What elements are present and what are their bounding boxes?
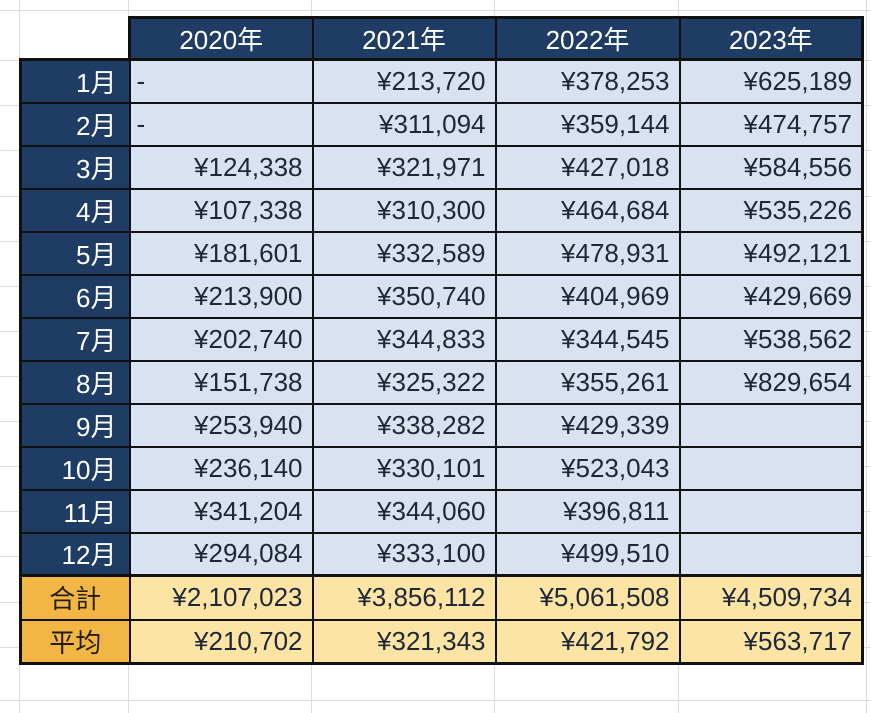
data-cell[interactable]: ¥253,940 [128,402,314,448]
data-cell[interactable]: ¥404,969 [494,273,681,319]
data-cell[interactable]: ¥625,189 [678,58,864,104]
month-row: 12月 ¥294,084 ¥333,100 ¥499,510 [19,531,864,577]
month-header-cell[interactable]: 12月 [19,531,131,577]
data-cell[interactable]: ¥213,900 [128,273,314,319]
month-header-cell[interactable]: 3月 [19,144,131,190]
data-cell[interactable]: ¥202,740 [128,316,314,362]
summary-value-cell[interactable]: ¥3,856,112 [311,574,497,621]
summary-value-cell[interactable]: ¥210,702 [128,618,314,665]
data-cell[interactable]: ¥359,144 [494,101,681,147]
data-cell[interactable]: ¥311,094 [311,101,497,147]
data-cell[interactable]: ¥321,971 [311,144,497,190]
month-header-cell[interactable]: 5月 [19,230,131,276]
data-cell[interactable]: ¥330,101 [311,445,497,491]
month-header-cell[interactable]: 4月 [19,187,131,233]
month-header-cell[interactable]: 6月 [19,273,131,319]
gridline-vertical [866,0,867,713]
summary-label-cell[interactable]: 合計 [19,574,131,621]
data-cell[interactable]: ¥535,226 [678,187,864,233]
data-cell[interactable]: ¥499,510 [494,531,681,577]
month-row: 2月 - ¥311,094 ¥359,144 ¥474,757 [19,101,864,147]
data-cell[interactable]: ¥213,720 [311,58,497,104]
data-cell[interactable]: ¥181,601 [128,230,314,276]
data-cell[interactable]: ¥378,253 [494,58,681,104]
month-row: 11月 ¥341,204 ¥344,060 ¥396,811 [19,488,864,534]
month-header-cell[interactable]: 7月 [19,316,131,362]
data-cell[interactable]: ¥344,833 [311,316,497,362]
data-cell[interactable]: ¥338,282 [311,402,497,448]
data-cell[interactable]: ¥464,684 [494,187,681,233]
summary-value-cell[interactable]: ¥563,717 [678,618,864,665]
data-cell[interactable]: ¥236,140 [128,445,314,491]
summary-value-cell[interactable]: ¥421,792 [494,618,681,665]
data-cell[interactable]: ¥829,654 [678,359,864,405]
month-header-cell[interactable]: 1月 [19,58,131,104]
data-cell[interactable]: ¥584,556 [678,144,864,190]
data-cell[interactable]: ¥344,545 [494,316,681,362]
summary-row: 平均 ¥210,702 ¥321,343 ¥421,792 ¥563,717 [19,618,864,665]
data-cell[interactable]: ¥492,121 [678,230,864,276]
month-row: 5月 ¥181,601 ¥332,589 ¥478,931 ¥492,121 [19,230,864,276]
month-header-cell[interactable]: 10月 [19,445,131,491]
year-header-cell[interactable]: 2022年 [494,16,681,61]
month-row: 3月 ¥124,338 ¥321,971 ¥427,018 ¥584,556 [19,144,864,190]
data-cell[interactable]: ¥333,100 [311,531,497,577]
summary-value-cell[interactable]: ¥2,107,023 [128,574,314,621]
summary-value-cell[interactable]: ¥321,343 [311,618,497,665]
month-header-cell[interactable]: 2月 [19,101,131,147]
data-cell[interactable]: ¥474,757 [678,101,864,147]
summary-value-cell[interactable]: ¥4,509,734 [678,574,864,621]
revenue-table: 2020年 2021年 2022年 2023年 1月 - ¥213,720 ¥378,… [19,16,864,665]
corner-blank-cell [21,18,130,60]
data-cell[interactable]: ¥107,338 [128,187,314,233]
data-cell[interactable]: ¥427,018 [494,144,681,190]
data-cell[interactable]: ¥332,589 [311,230,497,276]
month-row: 9月 ¥253,940 ¥338,282 ¥429,339 [19,402,864,448]
month-row: 10月 ¥236,140 ¥330,101 ¥523,043 [19,445,864,491]
data-cell[interactable]: ¥355,261 [494,359,681,405]
month-header-cell[interactable]: 8月 [19,359,131,405]
month-row: 1月 - ¥213,720 ¥378,253 ¥625,189 [19,58,864,104]
gridline-horizontal [0,700,871,701]
month-header-cell[interactable]: 9月 [19,402,131,448]
data-cell[interactable] [678,531,864,577]
data-cell[interactable]: ¥151,738 [128,359,314,405]
year-header-cell[interactable]: 2023年 [678,16,864,61]
year-header-cell[interactable]: 2021年 [311,16,497,61]
data-cell[interactable] [678,402,864,448]
month-header-cell[interactable]: 11月 [19,488,131,534]
data-cell[interactable]: ¥396,811 [494,488,681,534]
data-cell[interactable]: ¥478,931 [494,230,681,276]
data-cell[interactable] [678,445,864,491]
gridline-horizontal [0,10,871,11]
data-cell[interactable]: ¥124,338 [128,144,314,190]
data-cell[interactable]: ¥310,300 [311,187,497,233]
data-cell[interactable]: ¥341,204 [128,488,314,534]
year-header-cell[interactable]: 2020年 [128,16,314,61]
data-cell[interactable]: - [128,101,314,147]
data-cell[interactable] [678,488,864,534]
data-cell[interactable]: ¥523,043 [494,445,681,491]
data-cell[interactable]: ¥350,740 [311,273,497,319]
year-header-row: 2020年 2021年 2022年 2023年 [21,16,864,61]
data-cell[interactable]: ¥429,669 [678,273,864,319]
month-row: 4月 ¥107,338 ¥310,300 ¥464,684 ¥535,226 [19,187,864,233]
data-cell[interactable]: ¥429,339 [494,402,681,448]
data-cell[interactable]: - [128,58,314,104]
summary-label-cell[interactable]: 平均 [19,618,131,665]
data-cell[interactable]: ¥538,562 [678,316,864,362]
summary-row: 合計 ¥2,107,023 ¥3,856,112 ¥5,061,508 ¥4,509,7… [19,574,864,621]
data-cell[interactable]: ¥294,084 [128,531,314,577]
data-cell[interactable]: ¥325,322 [311,359,497,405]
data-cell[interactable]: ¥344,060 [311,488,497,534]
month-row: 6月 ¥213,900 ¥350,740 ¥404,969 ¥429,669 [19,273,864,319]
month-row: 8月 ¥151,738 ¥325,322 ¥355,261 ¥829,654 [19,359,864,405]
summary-value-cell[interactable]: ¥5,061,508 [494,574,681,621]
month-row: 7月 ¥202,740 ¥344,833 ¥344,545 ¥538,562 [19,316,864,362]
gridline-vertical [19,0,20,713]
